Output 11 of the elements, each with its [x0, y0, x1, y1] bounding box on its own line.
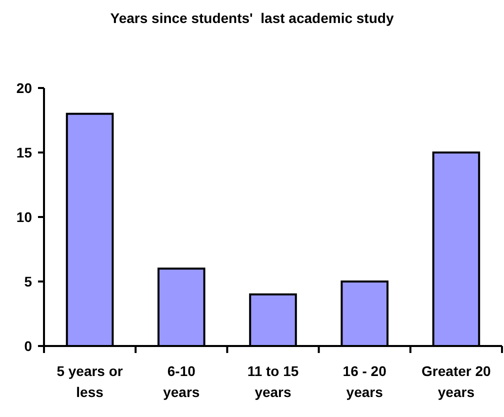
x-tick-label: 5 years or less: [56, 363, 124, 400]
x-tick-label: Greater 20 years: [422, 363, 492, 400]
y-tick-label: 10: [16, 208, 32, 225]
y-tick-label: 20: [16, 80, 32, 96]
x-tick-label: 6-10 years: [163, 363, 200, 400]
x-tick-label: 11 to 15 years: [247, 363, 299, 400]
y-tick-label: 5: [24, 273, 32, 290]
y-tick-label: 0: [24, 338, 32, 354]
y-tick-label: 15: [16, 144, 32, 160]
x-tick-label: 16 - 20 years: [342, 363, 387, 400]
chart-title: Years since students' last academic study: [110, 10, 394, 26]
